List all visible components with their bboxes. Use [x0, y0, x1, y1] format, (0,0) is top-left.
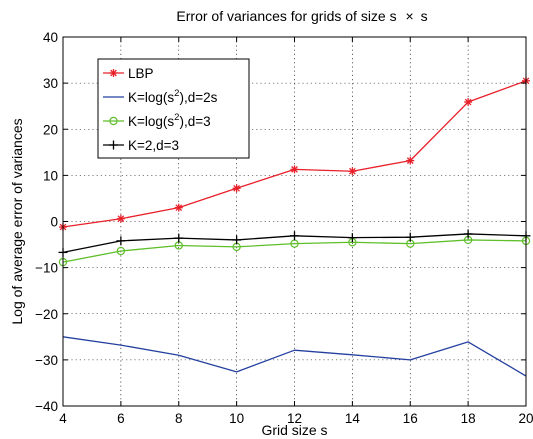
- y-tick-label: 40: [43, 30, 58, 45]
- data-point: [290, 231, 299, 241]
- data-point: [174, 203, 183, 212]
- y-axis-label: Log of average error of variances: [9, 118, 25, 324]
- y-tick-label: −20: [35, 307, 58, 322]
- marker-stroke: [233, 184, 240, 192]
- x-tick-label: 20: [518, 411, 533, 426]
- axis-ticks: 4 6 8 10 12 14 16 18 20 −40 −30 −20 −10 0 10 20 30 40: [35, 30, 533, 426]
- legend-label-part: ),d=3: [179, 114, 210, 129]
- legend-entry: K=log(s2),d=2s: [103, 88, 218, 105]
- x-tick-label: 16: [403, 411, 418, 426]
- legend-entry: LBP: [103, 66, 154, 81]
- x-tick-label: 14: [345, 411, 361, 426]
- y-tick-label: 30: [43, 76, 58, 91]
- legend-label-superscript: 2: [174, 88, 179, 99]
- x-tick-label: 10: [229, 411, 244, 426]
- series-line: [62, 336, 527, 377]
- data-point: [405, 232, 415, 242]
- legend-box: [97, 58, 250, 159]
- data-point: [116, 236, 126, 246]
- legend-label-superscript: 2: [174, 112, 179, 123]
- data-point: [464, 98, 473, 107]
- marker-stroke: [110, 69, 117, 77]
- data-point: [116, 246, 126, 256]
- y-tick-label: 20: [43, 122, 58, 137]
- legend-label: K=log(s2),d=2s: [128, 88, 218, 105]
- data-point: [232, 184, 241, 193]
- y-tick-label: −30: [35, 353, 58, 368]
- x-tick-label: 4: [59, 411, 67, 426]
- marker-stroke: [349, 167, 356, 175]
- series-2: [62, 336, 527, 377]
- chart-title-main: Error of variances for grids of size s: [176, 8, 396, 24]
- chart-title-end: s: [421, 8, 428, 24]
- legend-swatch-marker: [109, 140, 118, 150]
- data-point: [406, 156, 415, 165]
- data-point: [348, 167, 357, 176]
- legend-label-part: K=log(s: [128, 114, 174, 129]
- legend-label: K=2,d=3: [128, 138, 179, 153]
- legend-swatch-marker: [109, 69, 118, 77]
- data-point: [290, 165, 299, 174]
- chart-title-times: ×: [406, 8, 414, 24]
- data-point: [347, 233, 357, 243]
- grid-lines: [63, 37, 526, 406]
- data-point: [174, 233, 184, 243]
- x-tick-label: 8: [175, 411, 183, 426]
- marker-stroke: [406, 157, 414, 164]
- marker-stroke: [117, 215, 125, 223]
- legend-label: LBP: [128, 66, 154, 81]
- y-tick-label: 10: [43, 168, 58, 183]
- legend-label-part: ),d=2s: [179, 90, 217, 105]
- x-tick-label: 18: [461, 411, 476, 426]
- marker-stroke: [291, 166, 298, 173]
- y-tick-label: −10: [35, 261, 58, 276]
- legend-swatch-marker: [109, 116, 118, 126]
- x-tick-label: 6: [117, 411, 125, 426]
- legend-entry: K=log(s2),d=3: [103, 112, 211, 129]
- data-point: [463, 229, 473, 239]
- y-tick-label: −40: [35, 399, 58, 414]
- legend-entry: K=2,d=3: [103, 138, 179, 153]
- data-point: [116, 214, 125, 223]
- legend-label: K=log(s2),d=3: [128, 112, 211, 129]
- marker-stroke: [175, 204, 183, 212]
- data-point: [232, 235, 242, 245]
- x-axis-label: Grid size s: [261, 422, 327, 438]
- legend-label-part: K=log(s: [128, 90, 174, 105]
- series-line: [62, 239, 527, 263]
- chart-title: Error of variances for grids of size s ×…: [176, 8, 427, 24]
- marker-stroke: [464, 98, 472, 106]
- y-tick-label: 0: [50, 215, 58, 230]
- x-tick-label: 12: [287, 411, 302, 426]
